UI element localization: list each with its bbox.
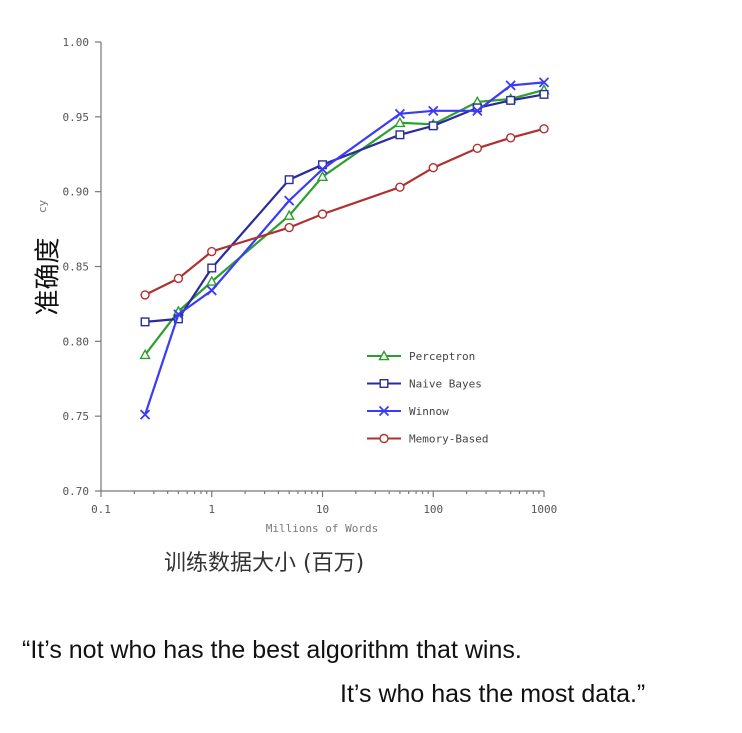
square-marker bbox=[140, 317, 150, 327]
legend-label: Winnow bbox=[409, 405, 449, 418]
series-memory-based bbox=[140, 124, 549, 300]
quote-line-2: It’s who has the most data.” bbox=[340, 680, 646, 708]
x-marker bbox=[428, 105, 439, 116]
x-tick-label: 10 bbox=[316, 503, 329, 516]
x-marker bbox=[394, 108, 406, 119]
x-marker bbox=[206, 285, 217, 296]
triangle-marker bbox=[378, 350, 390, 361]
circle-marker bbox=[207, 246, 217, 257]
x-tick-label: 100 bbox=[423, 503, 443, 516]
square-marker bbox=[284, 175, 294, 185]
x-marker bbox=[284, 195, 295, 206]
x-tick-label: 1 bbox=[208, 503, 215, 516]
series-line bbox=[144, 81, 545, 416]
triangle-marker bbox=[394, 116, 406, 128]
circle-marker bbox=[539, 124, 549, 134]
circle-marker bbox=[173, 273, 184, 284]
y-tick-label: 0.70 bbox=[63, 485, 90, 498]
series-perceptron bbox=[139, 83, 550, 360]
circle-marker bbox=[428, 163, 438, 173]
square-marker bbox=[395, 130, 405, 140]
series-layer bbox=[139, 77, 550, 420]
series-line bbox=[144, 127, 545, 296]
x-axis-label-chinese: 训练数据大小 (百万) bbox=[164, 551, 365, 576]
y-tick-label: 0.95 bbox=[63, 111, 90, 124]
triangle-marker bbox=[316, 170, 329, 182]
y-axis-label-residue: cy bbox=[36, 199, 50, 214]
circle-marker bbox=[379, 433, 389, 444]
triangle-marker bbox=[139, 348, 151, 360]
x-marker bbox=[378, 405, 390, 417]
y-tick-label: 0.80 bbox=[63, 335, 90, 348]
square-marker bbox=[539, 89, 549, 99]
square-marker bbox=[379, 379, 389, 389]
y-tick-label: 1.00 bbox=[63, 36, 90, 49]
y-tick-label: 0.85 bbox=[63, 261, 90, 274]
legend-label: Perceptron bbox=[409, 350, 475, 363]
circle-marker bbox=[317, 209, 328, 219]
circle-marker bbox=[140, 290, 150, 300]
y-tick-label: 0.90 bbox=[63, 186, 90, 199]
legend-label: Memory-Based bbox=[409, 433, 488, 446]
triangle-marker bbox=[206, 275, 218, 286]
circle-marker bbox=[395, 182, 405, 192]
x-marker bbox=[538, 77, 550, 88]
x-marker bbox=[173, 309, 184, 320]
circle-marker bbox=[472, 143, 483, 153]
square-marker bbox=[428, 121, 438, 131]
series-line bbox=[145, 93, 545, 323]
y-axis-label-chinese: 准确度 bbox=[33, 237, 64, 316]
x-marker bbox=[472, 105, 483, 116]
circle-marker bbox=[284, 222, 294, 233]
x-tick-label: 1000 bbox=[531, 503, 558, 516]
square-marker bbox=[207, 263, 217, 273]
chart-legend: Perceptron Naive Bayes Winnow Memory-Based bbox=[367, 350, 488, 446]
legend-item: Winnow bbox=[367, 405, 449, 418]
square-marker bbox=[506, 95, 516, 105]
x-tick-label: 0.1 bbox=[91, 503, 111, 516]
legend-item: Memory-Based bbox=[367, 433, 488, 446]
series-naive-bayes bbox=[140, 89, 549, 327]
quote-line-1: “It’s not who has the best algorithm tha… bbox=[22, 636, 522, 664]
x-marker bbox=[505, 80, 516, 91]
circle-marker bbox=[505, 133, 516, 143]
x-axis-label: Millions of Words bbox=[266, 522, 379, 535]
chart-axes: 0.70 0.75 0.80 0.85 0.90 0.95 1.00 0.1 1 10 100 100… bbox=[63, 36, 558, 516]
legend-item: Naive Bayes bbox=[367, 378, 482, 391]
y-tick-label: 0.75 bbox=[63, 410, 90, 423]
legend-item: Perceptron bbox=[367, 350, 475, 363]
x-marker bbox=[139, 409, 151, 420]
series-line bbox=[144, 88, 545, 356]
x-marker bbox=[317, 164, 328, 175]
series-winnow bbox=[139, 77, 550, 420]
accuracy-chart: 0.70 0.75 0.80 0.85 0.90 0.95 1.00 0.1 1 10 100 100… bbox=[63, 36, 558, 535]
triangle-marker bbox=[283, 209, 295, 220]
legend-label: Naive Bayes bbox=[409, 378, 482, 391]
